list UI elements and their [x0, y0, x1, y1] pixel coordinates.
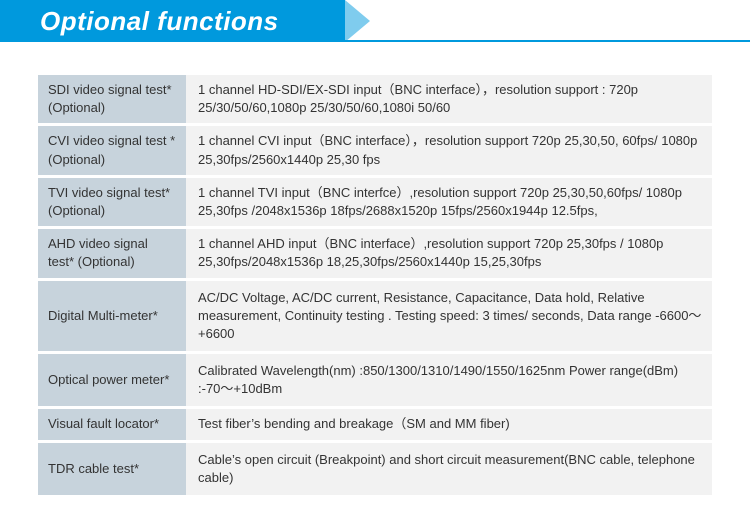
spec-label: Optical power meter* — [38, 354, 186, 406]
spec-table-wrap: SDI video signal test* (Optional) 1 chan… — [0, 42, 750, 498]
spec-label: Visual fault locator* — [38, 409, 186, 439]
table-row: CVI video signal test * (Optional) 1 cha… — [38, 126, 712, 174]
table-row: AHD video signal test* (Optional) 1 chan… — [38, 229, 712, 277]
spec-value: 1 channel TVI input（BNC interfce）,resolu… — [186, 178, 712, 226]
spec-label: CVI video signal test * (Optional) — [38, 126, 186, 174]
spec-value: AC/DC Voltage, AC/DC current, Resistance… — [186, 281, 712, 352]
spec-value: Test fiber’s bending and breakage（SM and… — [186, 409, 712, 439]
table-row: SDI video signal test* (Optional) 1 chan… — [38, 75, 712, 123]
table-row: Digital Multi-meter* AC/DC Voltage, AC/D… — [38, 281, 712, 352]
spec-value: 1 channel HD-SDI/EX-SDI input（BNC interf… — [186, 75, 712, 123]
header-bar: Optional functions — [0, 0, 750, 42]
spec-value: 1 channel AHD input（BNC interface）,resol… — [186, 229, 712, 277]
table-row: Optical power meter* Calibrated Waveleng… — [38, 354, 712, 406]
spec-label: TVI video signal test* (Optional) — [38, 178, 186, 226]
table-row: TDR cable test* Cable’s open circuit (Br… — [38, 443, 712, 495]
spec-label: SDI video signal test* (Optional) — [38, 75, 186, 123]
spec-label: Digital Multi-meter* — [38, 281, 186, 352]
table-row: TVI video signal test* (Optional) 1 chan… — [38, 178, 712, 226]
spec-label: TDR cable test* — [38, 443, 186, 495]
spec-value: Cable’s open circuit (Breakpoint) and sh… — [186, 443, 712, 495]
spec-value: 1 channel CVI input（BNC interface），resol… — [186, 126, 712, 174]
page-title: Optional functions — [0, 6, 279, 37]
spec-label: AHD video signal test* (Optional) — [38, 229, 186, 277]
spec-table: SDI video signal test* (Optional) 1 chan… — [38, 72, 712, 498]
spec-value: Calibrated Wavelength(nm) :850/1300/1310… — [186, 354, 712, 406]
table-row: Visual fault locator* Test fiber’s bendi… — [38, 409, 712, 439]
